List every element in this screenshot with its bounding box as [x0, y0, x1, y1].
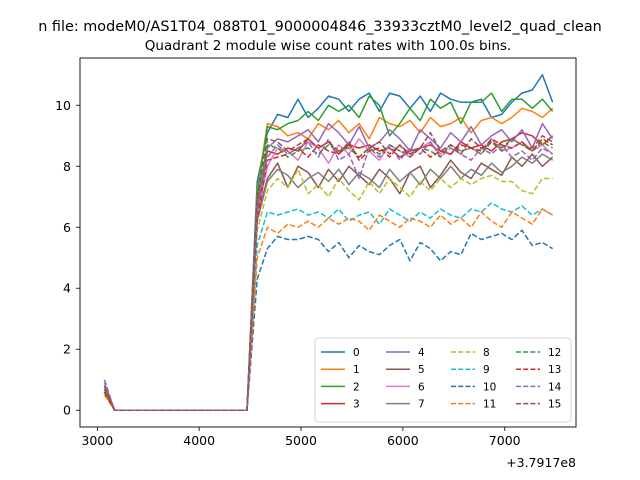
y-tick-label: 6 [63, 220, 71, 235]
legend-label-0: 0 [353, 347, 360, 359]
legend-label-8: 8 [483, 347, 490, 359]
legend-label-4: 4 [418, 347, 425, 359]
x-tick-label: 5000 [285, 433, 317, 448]
legend-label-13: 13 [548, 364, 561, 376]
x-axis-offset-text: +3.7917e8 [506, 455, 576, 470]
y-tick-label: 8 [63, 159, 71, 174]
y-axis-ticks: 0 2 4 6 8 10 [55, 98, 80, 418]
series-line-10 [103, 229, 553, 411]
x-tick-label: 7000 [489, 433, 521, 448]
series-line-15 [103, 131, 553, 411]
x-tick-label: 3000 [81, 433, 113, 448]
y-tick-label: 2 [63, 342, 71, 357]
legend-label-1: 1 [353, 364, 360, 376]
y-tick-label: 4 [63, 281, 71, 296]
legend-label-2: 2 [353, 381, 360, 393]
y-tick-label: 10 [55, 98, 71, 113]
x-tick-label: 6000 [387, 433, 419, 448]
legend-label-6: 6 [418, 381, 425, 393]
series-line-13 [103, 138, 553, 411]
plot-lines [103, 74, 554, 411]
axes-frame [79, 57, 577, 428]
legend-box [314, 337, 572, 423]
chart-title: Quadrant 2 module wise count rates with … [145, 38, 511, 54]
legend-label-15: 15 [548, 399, 561, 411]
x-tick-label: 4000 [183, 433, 215, 448]
legend-label-9: 9 [483, 364, 490, 376]
series-line-9 [103, 202, 553, 411]
legend-label-3: 3 [353, 399, 360, 411]
x-axis-ticks: 3000 4000 5000 6000 7000 [81, 427, 521, 448]
legend-label-14: 14 [548, 381, 562, 393]
legend-label-7: 7 [418, 399, 425, 411]
y-tick-label: 0 [63, 403, 71, 418]
legend-label-10: 10 [483, 381, 496, 393]
legend-label-11: 11 [483, 399, 496, 411]
legend-label-5: 5 [418, 364, 425, 376]
legend-label-12: 12 [548, 347, 561, 359]
figure-suptitle: n file: modeM0/AS1T04_088T01_9000004846_… [38, 19, 602, 35]
